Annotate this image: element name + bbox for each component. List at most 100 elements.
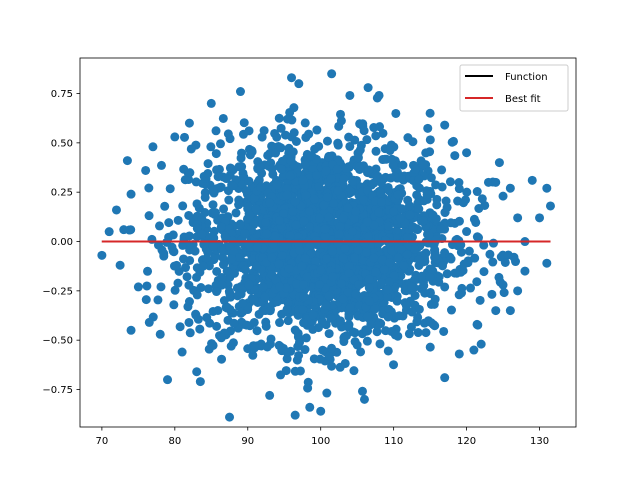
scatter-point [322,136,332,146]
x-tick-label: 110 [384,436,403,447]
scatter-point [306,151,316,161]
scatter-point [439,326,449,336]
y-tick-label: −0.75 [42,385,73,396]
scatter-point [195,324,205,334]
scatter-point [391,108,401,118]
scatter-point [184,118,194,128]
scatter-point [389,206,399,216]
scatter-point [413,328,423,338]
scatter-point [407,282,417,292]
scatter-point [385,146,395,156]
scatter-point [288,207,298,217]
scatter-point [252,261,262,271]
scatter-point [363,231,373,241]
scatter-point [234,200,244,210]
scatter-point [338,253,348,263]
plot-area [97,69,555,422]
scatter-point [260,292,270,302]
scatter-point [290,197,300,207]
scatter-point [175,322,185,332]
scatter-point [265,390,275,400]
scatter-point [491,306,501,316]
scatter-point [545,201,555,211]
scatter-point [364,283,374,293]
scatter-point [459,259,469,269]
scatter-point [193,314,203,324]
scatter-point [315,354,325,364]
scatter-point [384,277,394,287]
scatter-point [229,318,239,328]
scatter-point [206,98,216,108]
scatter-point [395,213,405,223]
scatter-point [336,109,345,119]
scatter-point [211,208,221,218]
scatter-point [231,208,241,218]
scatter-point [240,265,250,275]
scatter-point [220,231,230,241]
scatter-point [425,135,435,145]
scatter-point [234,252,244,262]
scatter-point [410,164,420,174]
scatter-point [371,131,381,141]
x-tick-label: 70 [96,436,109,447]
scatter-point [277,156,287,166]
scatter-point [208,306,218,316]
scatter-point [217,272,227,282]
scatter-point [249,295,259,305]
scatter-point [242,320,252,330]
scatter-point [355,145,365,155]
scatter-point [141,295,151,305]
scatter-point [425,108,435,118]
scatter-point [437,165,447,175]
scatter-point [316,406,326,416]
scatter-point [252,326,262,336]
scatter-point [348,176,358,186]
scatter-point [277,250,287,260]
scatter-point [308,310,318,320]
scatter-point [185,168,195,178]
scatter-point [217,245,227,255]
scatter-point [144,317,154,327]
scatter-point [299,292,309,302]
scatter-point [218,252,228,262]
scatter-point [256,182,266,192]
scatter-point [206,142,216,152]
scatter-point [357,386,367,396]
scatter-point [345,90,355,100]
scatter-point [345,141,355,151]
scatter-point [225,163,235,173]
scatter-point [326,313,336,323]
scatter-point [212,165,222,175]
y-tick-label: 0.00 [51,237,73,248]
scatter-point [304,222,314,232]
scatter-point [452,268,462,278]
scatter-point [282,184,292,194]
scatter-point [165,184,175,194]
scatter-point [170,285,180,295]
scatter-point [324,212,334,222]
scatter-point [376,278,386,288]
scatter-point [348,327,358,337]
scatter-point [270,231,280,241]
scatter-point [427,265,437,275]
scatter-point [425,147,435,157]
scatter-point [350,253,360,263]
scatter-point [219,204,229,214]
scatter-point [309,194,319,204]
scatter-point [311,257,321,267]
scatter-point [235,219,245,229]
scatter-point [409,275,419,285]
scatter-point [282,190,292,200]
scatter-point [315,280,325,290]
scatter-point [298,280,308,290]
scatter-point [322,388,332,398]
scatter-point [450,151,460,161]
scatter-point [392,296,402,306]
scatter-point [276,164,286,174]
scatter-point [122,156,132,166]
scatter-point [333,138,343,148]
scatter-point [487,289,497,299]
scatter-point [407,307,417,317]
scatter-point [261,321,271,331]
scatter-point [272,180,282,190]
